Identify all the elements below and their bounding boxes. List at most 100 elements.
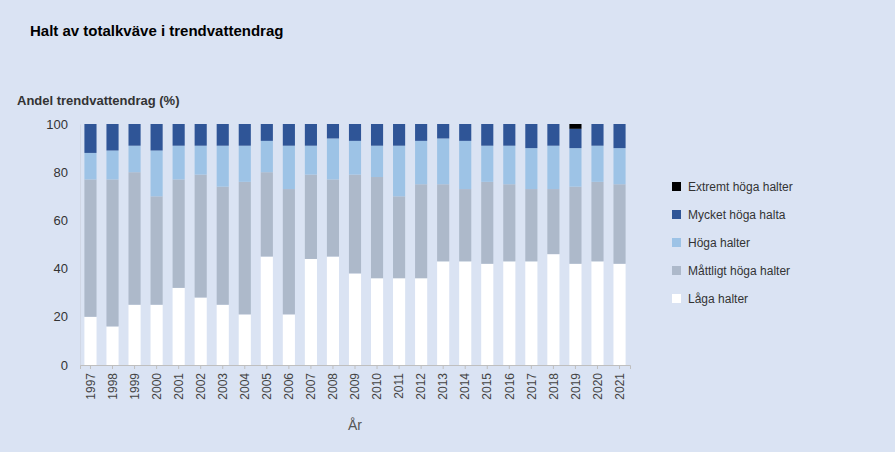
tick-mark — [399, 365, 400, 369]
tick-mark — [465, 365, 466, 369]
tick-label: 2009 — [348, 373, 362, 400]
title: Halt av totalkväve i trendvattendrag — [30, 22, 283, 39]
bar — [437, 124, 449, 125]
bar — [481, 146, 493, 182]
tick: 2001 — [172, 365, 186, 400]
bar — [239, 314, 251, 365]
bar — [481, 124, 493, 146]
bar — [283, 124, 295, 125]
series — [84, 172, 625, 326]
bar — [569, 129, 581, 148]
bar — [217, 146, 229, 187]
bar — [349, 273, 361, 365]
tick-label: 2013 — [436, 373, 450, 400]
chart: Halt av totalkväve i trendvattendragAnde… — [0, 0, 895, 452]
bar — [305, 175, 317, 259]
bar — [437, 184, 449, 261]
bar — [613, 148, 625, 184]
bar — [371, 124, 383, 146]
bar — [128, 305, 140, 365]
tick: 60 — [54, 213, 80, 228]
bar — [371, 124, 383, 125]
bar — [128, 124, 140, 125]
bar — [305, 124, 317, 125]
tick-mark — [200, 365, 201, 369]
tick: 20 — [54, 309, 80, 324]
tick-mark — [575, 365, 576, 369]
bar — [569, 264, 581, 365]
bar — [371, 146, 383, 177]
bar — [481, 182, 493, 264]
legend-label: Höga halter — [688, 236, 750, 250]
tick: 2002 — [194, 365, 208, 400]
tick-mark — [134, 365, 135, 369]
plot-area — [84, 124, 625, 365]
bar — [569, 148, 581, 187]
tick-mark — [377, 365, 378, 369]
tick-mark — [112, 365, 113, 369]
tick: 2015 — [480, 365, 494, 400]
bar — [591, 182, 603, 262]
bar — [195, 146, 207, 175]
tick-label: 2004 — [238, 373, 252, 400]
bar — [283, 189, 295, 314]
legend-swatch — [672, 238, 681, 247]
bar — [173, 288, 185, 365]
tick-label: 1998 — [106, 373, 120, 400]
bar — [393, 124, 405, 125]
tick: 2017 — [525, 365, 539, 400]
tick: 2011 — [392, 365, 406, 399]
bar — [261, 141, 273, 172]
bar — [151, 151, 163, 197]
tick-label: 2006 — [282, 373, 296, 400]
bar — [613, 184, 625, 264]
bar — [459, 124, 471, 141]
tick: 2013 — [436, 365, 450, 400]
tick-label: 2018 — [547, 373, 561, 400]
legend: Extremt höga halter Mycket höga halta Höga… — [672, 180, 793, 306]
bar — [84, 317, 96, 365]
bar — [239, 146, 251, 182]
bar — [151, 124, 163, 125]
tick-label: 2007 — [304, 373, 318, 400]
tick-label: 2017 — [525, 373, 539, 400]
bar — [437, 138, 449, 184]
bar — [393, 146, 405, 197]
bar — [195, 124, 207, 146]
bar — [371, 278, 383, 365]
tick-label: 100 — [46, 117, 68, 132]
bar — [327, 138, 339, 179]
bar — [261, 124, 273, 141]
x-axis: 1997199819992000200120022003200420052006… — [81, 365, 631, 400]
legend-swatch — [672, 182, 681, 191]
bar — [327, 179, 339, 256]
legend-label: Mycket höga halta — [688, 208, 786, 222]
bar — [173, 146, 185, 180]
bar — [437, 124, 449, 138]
bar — [591, 146, 603, 182]
bar — [217, 187, 229, 305]
tick: 2016 — [503, 365, 517, 400]
x-axis-line — [81, 366, 631, 370]
bar — [106, 179, 118, 326]
y-axis-line — [80, 125, 81, 366]
bar — [459, 141, 471, 189]
tick-label: 2005 — [260, 373, 274, 400]
bar — [459, 124, 471, 125]
tick-mark — [288, 365, 289, 369]
bar — [613, 124, 625, 148]
tick: 0 — [61, 358, 80, 373]
tick-mark — [266, 365, 267, 369]
series — [84, 124, 625, 153]
tick-label: 1999 — [128, 373, 142, 400]
legend-item: Extremt höga halter — [672, 180, 793, 194]
bar — [415, 184, 427, 278]
tick-label: 2000 — [150, 373, 164, 400]
bar — [84, 124, 96, 153]
legend-item: Måttligt höga halter — [672, 264, 790, 278]
bar — [106, 326, 118, 365]
legend-swatch — [672, 210, 681, 219]
y-axis: 020406080100 — [46, 117, 80, 373]
bar — [327, 124, 339, 138]
tick-label: 80 — [54, 165, 68, 180]
